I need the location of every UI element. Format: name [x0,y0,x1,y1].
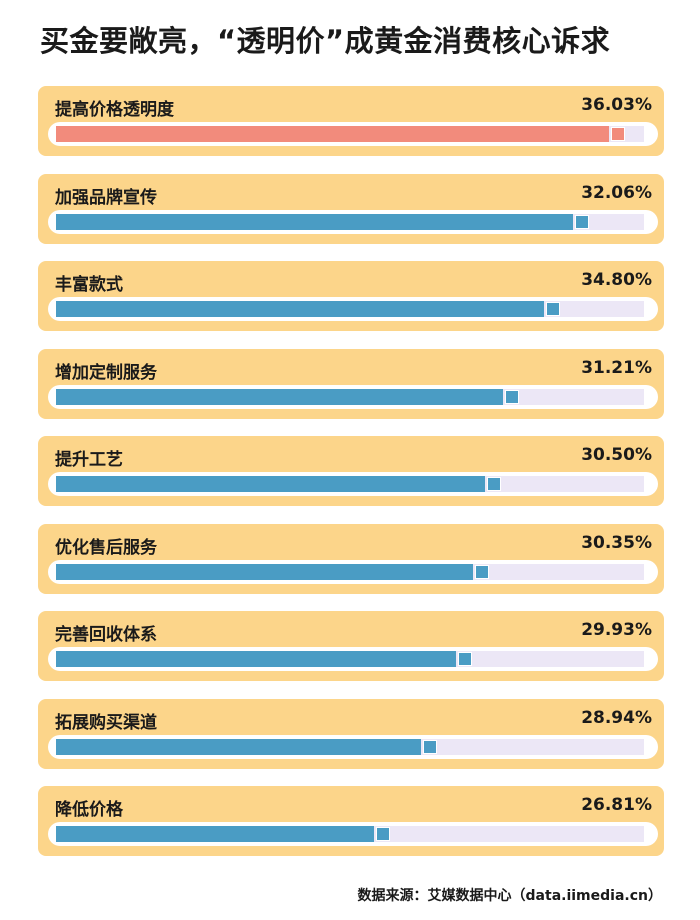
bar-row: 增加定制服务 31.21% [38,348,664,419]
value-label: 32.06% [581,182,652,203]
bar-end-marker [457,652,472,666]
bar-track [56,476,644,492]
bar-end-marker [487,477,502,491]
bar-frame [48,822,658,846]
chart-title: 买金要敞亮，“透明价”成黄金消费核心诉求 [40,24,611,58]
bar-frame [48,647,658,671]
bar [56,563,474,580]
category-label: 降低价格 [55,800,123,820]
bar [56,738,421,755]
bar-track [56,213,644,230]
bar-track [56,826,644,842]
category-label: 增加定制服务 [55,362,157,383]
bar-frame [48,122,658,146]
source-note: 数据来源：艾媒数据中心（data.iimedia.cn） [357,888,662,904]
value-label: 36.03% [581,95,652,115]
bar-frame [48,734,658,759]
value-label: 31.21% [581,357,652,378]
bar [56,213,574,230]
bar-frame [48,297,658,321]
bar-frame [48,472,658,496]
bar-track [56,651,644,667]
category-label: 完善回收体系 [55,625,157,645]
bar [56,476,486,492]
bar-track [56,563,644,580]
category-label: 优化售后服务 [55,537,157,558]
bar-track [56,388,644,405]
bar-row: 丰富款式 34.80% [38,261,664,331]
bar-row: 完善回收体系 29.93% [38,611,664,681]
bar-end-marker [575,214,590,229]
category-label: 加强品牌宣传 [55,187,157,208]
value-label: 26.81% [581,795,652,815]
bar-frame [48,559,658,584]
bar-frame [48,209,658,234]
bar-row: 拓展购买渠道 28.94% [38,698,664,769]
value-label: 29.93% [581,620,652,640]
bar-track [56,738,644,755]
bar-frame [48,384,658,409]
bar-end-marker [375,827,390,841]
category-label: 提高价格透明度 [55,100,174,120]
value-label: 30.35% [581,532,652,553]
bar-row: 提升工艺 30.50% [38,436,664,506]
bar-row: 加强品牌宣传 32.06% [38,173,664,244]
category-label: 拓展购买渠道 [55,712,157,733]
value-label: 28.94% [581,707,652,728]
bar-end-marker [610,127,625,141]
bar-track [56,126,644,142]
category-label: 提升工艺 [55,450,123,470]
bar [56,301,545,317]
bar-end-marker [422,739,437,754]
bar-chart: 提高价格透明度 36.03% 加强品牌宣传 32.06% 丰富款式 34.80% 增加定制服… [38,86,664,874]
bar-row: 提高价格透明度 36.03% [38,86,664,156]
bar-row: 降低价格 26.81% [38,786,664,856]
bar [56,126,609,142]
category-label: 丰富款式 [55,275,123,295]
value-label: 34.80% [581,270,652,290]
bar-track [56,301,644,317]
bar-row: 优化售后服务 30.35% [38,523,664,594]
bar-end-marker [504,389,519,404]
value-label: 30.50% [581,445,652,465]
bar [56,651,456,667]
bar-end-marker [475,564,490,579]
bar-end-marker [546,302,561,316]
bar [56,826,374,842]
bar [56,388,503,405]
